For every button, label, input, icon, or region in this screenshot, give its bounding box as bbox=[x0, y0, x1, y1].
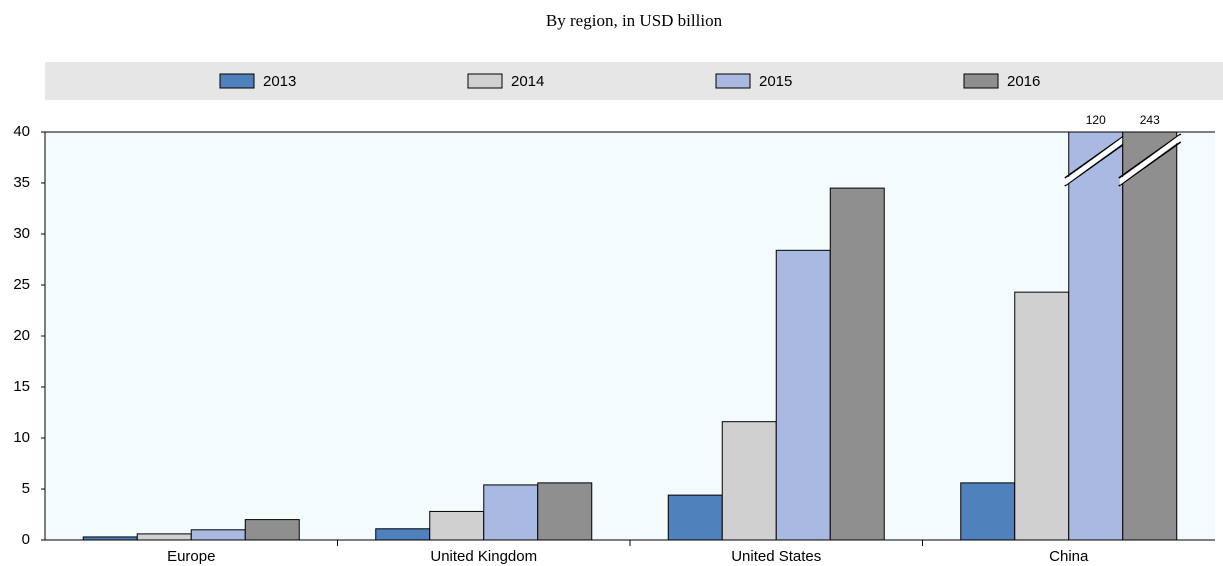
bar bbox=[375, 528, 431, 541]
y-tick-label: 5 bbox=[22, 480, 30, 497]
legend-swatch bbox=[715, 73, 751, 89]
legend-swatch bbox=[963, 73, 999, 89]
legend-label: 2014 bbox=[511, 73, 544, 90]
legend-swatch bbox=[219, 73, 255, 89]
bar bbox=[483, 484, 539, 541]
break-gap bbox=[1119, 135, 1180, 185]
value-label: 120 bbox=[1086, 113, 1106, 127]
bar bbox=[829, 187, 885, 541]
break-mark bbox=[1064, 133, 1128, 179]
bar bbox=[667, 494, 723, 541]
break-mark bbox=[1064, 141, 1128, 187]
bar bbox=[1122, 131, 1178, 541]
y-tick-label: 0 bbox=[22, 531, 30, 548]
x-tick-label: United States bbox=[731, 548, 821, 565]
y-tick-label: 35 bbox=[13, 174, 30, 191]
bar bbox=[1068, 131, 1124, 541]
bar bbox=[1014, 291, 1070, 541]
x-tick-label: Europe bbox=[167, 548, 215, 565]
break-mark bbox=[1118, 141, 1182, 187]
y-tick-label: 25 bbox=[13, 276, 30, 293]
bar bbox=[537, 482, 593, 541]
y-tick-label: 30 bbox=[13, 225, 30, 242]
legend-label: 2013 bbox=[263, 73, 296, 90]
legend-swatch bbox=[467, 73, 503, 89]
bar bbox=[136, 533, 192, 541]
bar bbox=[775, 249, 831, 541]
y-tick-label: 20 bbox=[13, 327, 30, 344]
bar bbox=[960, 482, 1016, 541]
bar bbox=[721, 421, 777, 541]
bar bbox=[429, 510, 485, 541]
break-mark bbox=[1118, 133, 1182, 179]
y-tick-label: 15 bbox=[13, 378, 30, 395]
x-tick-label: China bbox=[1049, 548, 1089, 565]
y-tick-label: 40 bbox=[13, 123, 30, 140]
y-tick-label: 10 bbox=[13, 429, 30, 446]
bar bbox=[190, 529, 246, 541]
value-label: 243 bbox=[1140, 113, 1160, 127]
break-gap bbox=[1065, 135, 1126, 185]
bar bbox=[244, 519, 300, 541]
x-tick-label: United Kingdom bbox=[430, 548, 537, 565]
legend-label: 2016 bbox=[1007, 73, 1040, 90]
legend-label: 2015 bbox=[759, 73, 792, 90]
chart-title: By region, in USD billion bbox=[546, 11, 723, 30]
